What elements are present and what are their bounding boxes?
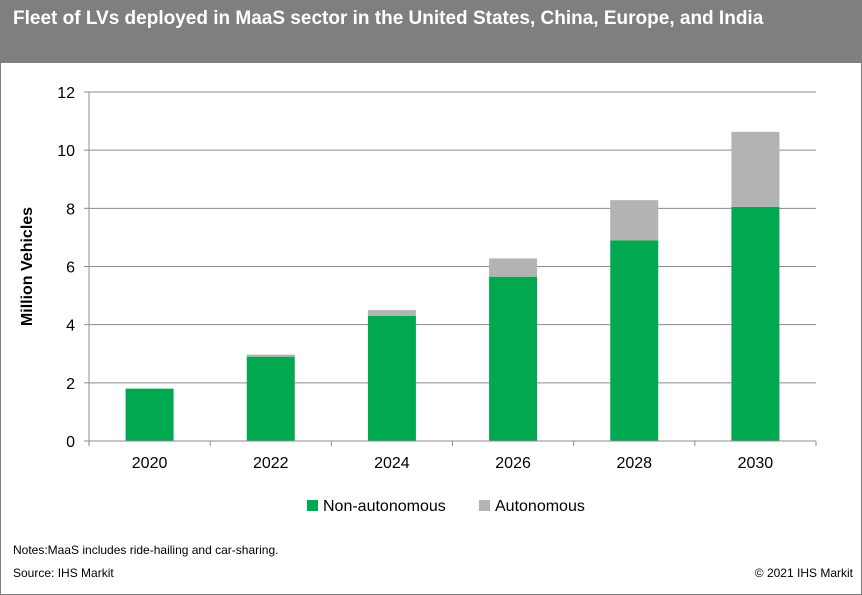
notes-text: Notes:MaaS includes ride-hailing and car… — [13, 543, 279, 557]
bar-autonomous-2024 — [367, 310, 416, 316]
bars — [125, 131, 780, 441]
bar-non-autonomous-2024 — [367, 315, 416, 441]
source-text: Source: IHS Markit — [13, 566, 114, 580]
y-tick-label: 4 — [66, 318, 75, 335]
legend-swatch — [479, 500, 490, 511]
bar-non-autonomous-2022 — [246, 356, 295, 441]
bar-non-autonomous-2026 — [489, 276, 538, 441]
x-tick-label: 2026 — [495, 455, 531, 472]
bar-autonomous-2030 — [731, 131, 780, 207]
gridlines — [89, 91, 816, 384]
bar-non-autonomous-2030 — [731, 206, 780, 441]
x-tick-label: 2020 — [132, 455, 168, 472]
legend: Non-autonomous Autonomous — [307, 498, 585, 515]
x-tick-label: 2022 — [253, 455, 289, 472]
bar-non-autonomous-2020 — [125, 388, 174, 441]
axes: 0 2 4 6 8 10 12 2020 2022 2024 2026 2028 2030 — [57, 85, 817, 472]
y-tick-label: 2 — [66, 376, 75, 393]
x-tick-label: 2030 — [738, 455, 774, 472]
y-tick-label: 8 — [66, 201, 75, 218]
y-tick-label: 0 — [66, 434, 75, 451]
y-tick-label: 6 — [66, 260, 75, 277]
bar-autonomous-2026 — [489, 258, 538, 277]
bar-autonomous-2022 — [246, 354, 295, 357]
bar-autonomous-2028 — [610, 200, 659, 241]
x-tick-label: 2028 — [616, 455, 652, 472]
bar-non-autonomous-2028 — [610, 240, 659, 441]
legend-swatch — [307, 500, 318, 511]
y-tick-label: 10 — [57, 143, 75, 160]
copyright-text: © 2021 IHS Markit — [754, 566, 853, 580]
legend-label: Autonomous — [495, 498, 585, 515]
title-bar: Fleet of LVs deployed in MaaS sector in … — [1, 1, 861, 63]
legend-label: Non-autonomous — [323, 498, 446, 515]
y-axis-title: Million Vehicles — [19, 207, 36, 326]
chart-title: Fleet of LVs deployed in MaaS sector in … — [13, 8, 764, 29]
x-tick-label: 2024 — [374, 455, 410, 472]
y-tick-label: 12 — [57, 85, 75, 102]
